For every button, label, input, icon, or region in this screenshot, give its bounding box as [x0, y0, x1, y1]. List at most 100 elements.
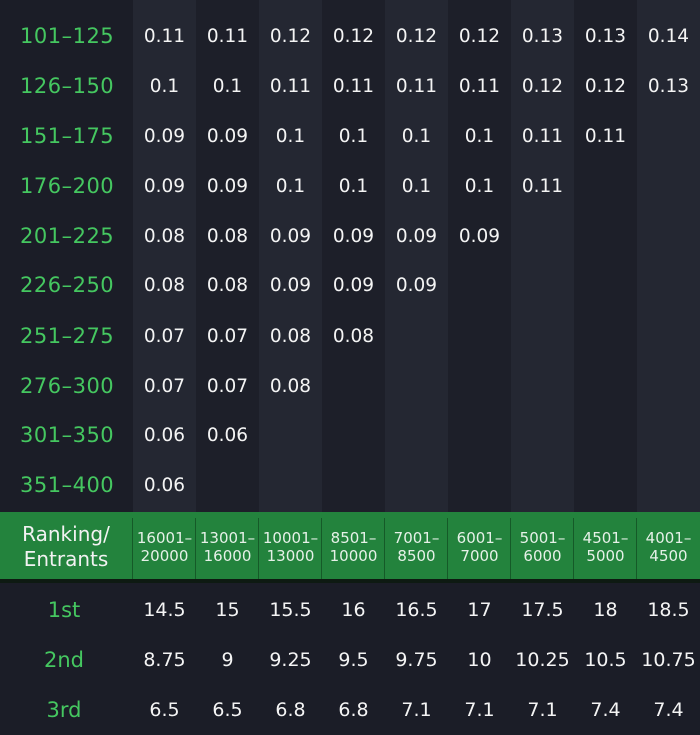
payout-cell [574, 162, 637, 210]
prize-value: 14.5 [143, 599, 186, 621]
payout-cell: 0.14 [647, 25, 690, 47]
place-label: 2nd [43, 648, 84, 672]
payout-cell [385, 312, 448, 360]
payout-cell: 0.11 [395, 75, 438, 97]
rank-range: 101–125 [20, 24, 115, 48]
prize-row: 3rd 6.5 6.5 6.8 6.8 7.1 7.1 7.1 7.4 7.4 [0, 685, 700, 735]
entrants-range-start: 7001– [393, 529, 440, 547]
entrants-range-end: 16000 [203, 547, 252, 565]
payout-cell [448, 461, 511, 509]
payout-cell: 0.09 [206, 125, 249, 147]
payout-cell [637, 461, 700, 509]
header-label-line2: Entrants [23, 547, 109, 571]
prize-value: 7.1 [527, 699, 558, 721]
entrants-range-end: 5000 [586, 547, 625, 565]
payout-cell: 0.11 [584, 125, 627, 147]
ranking-row: 276–300 0.07 0.07 0.08 [0, 362, 700, 410]
rank-range: 251–275 [20, 324, 115, 348]
entrants-range-header: 13001– 16000 [196, 512, 259, 582]
rank-range: 151–175 [20, 124, 115, 148]
prize-value: 10.25 [515, 649, 570, 671]
entrants-range-end: 20000 [140, 547, 189, 565]
rank-range: 301–350 [20, 423, 115, 447]
payout-cell [385, 461, 448, 509]
payout-cell: 0.08 [206, 225, 249, 247]
header-separator [384, 518, 385, 582]
payout-cell: 0.12 [584, 75, 627, 97]
header-bottom-edge [0, 579, 700, 583]
header-separator [258, 518, 259, 582]
payout-cell: 0.09 [143, 175, 186, 197]
entrants-range-header: 4501– 5000 [574, 512, 637, 582]
payout-cell: 0.1 [275, 125, 306, 147]
column-stripe [574, 0, 637, 512]
column-stripe [385, 0, 448, 512]
payout-cell [385, 411, 448, 459]
payout-cell: 0.1 [338, 125, 369, 147]
payout-cell [574, 362, 637, 410]
column-stripes [133, 0, 700, 512]
prize-value: 9.25 [269, 649, 312, 671]
entrants-range-start: 5001– [519, 529, 566, 547]
prize-value: 17 [467, 599, 492, 621]
payout-cell [448, 312, 511, 360]
prize-value: 17.5 [521, 599, 564, 621]
rank-range: 176–200 [20, 174, 115, 198]
prize-value: 15 [215, 599, 240, 621]
entrants-range-start: 4501– [582, 529, 629, 547]
prize-row: 2nd 8.75 9 9.25 9.5 9.75 10 10.25 10.5 10.75 [0, 635, 700, 685]
payout-cell [511, 312, 574, 360]
prize-value: 9.5 [338, 649, 369, 671]
column-stripe [637, 0, 700, 512]
payout-cell [574, 212, 637, 260]
payout-cell: 0.1 [212, 75, 243, 97]
payout-cell: 0.08 [206, 274, 249, 296]
entrants-range-end: 6000 [523, 547, 562, 565]
payout-cell: 0.1 [464, 125, 495, 147]
prize-value: 7.1 [464, 699, 495, 721]
payout-cell: 0.09 [395, 225, 438, 247]
payout-cell [574, 261, 637, 309]
payout-cell [259, 411, 322, 459]
prize-value: 6.5 [149, 699, 180, 721]
header-separator [510, 518, 511, 582]
column-stripe [322, 0, 385, 512]
prize-value: 18.5 [647, 599, 690, 621]
payout-cell: 0.09 [143, 125, 186, 147]
prize-value: 16.5 [395, 599, 438, 621]
payout-cell: 0.11 [206, 25, 249, 47]
payout-cell: 0.07 [143, 325, 186, 347]
payout-cell: 0.09 [269, 225, 312, 247]
payout-cell [637, 162, 700, 210]
payout-cell [322, 362, 385, 410]
prize-value: 9.75 [395, 649, 438, 671]
payout-cell: 0.08 [143, 274, 186, 296]
payout-cell: 0.06 [206, 424, 249, 446]
entrants-range-end: 13000 [266, 547, 315, 565]
ranking-row: 351–400 0.06 [0, 461, 700, 509]
prize-value: 6.5 [212, 699, 243, 721]
header-separator [447, 518, 448, 582]
prize-value: 10.5 [584, 649, 627, 671]
payout-cell [637, 362, 700, 410]
payout-cell: 0.09 [395, 274, 438, 296]
payout-cell [574, 312, 637, 360]
payout-cell: 0.11 [332, 75, 375, 97]
entrants-range-start: 16001– [136, 529, 193, 547]
payout-cell: 0.12 [332, 25, 375, 47]
payout-cell [511, 362, 574, 410]
entrants-range-end: 10000 [329, 547, 378, 565]
entrants-range-start: 6001– [456, 529, 503, 547]
payout-cell: 0.07 [206, 375, 249, 397]
payout-cell: 0.06 [143, 424, 186, 446]
payout-cell: 0.09 [332, 274, 375, 296]
payout-cell: 0.09 [206, 175, 249, 197]
ranking-row: 251–275 0.07 0.07 0.08 0.08 [0, 312, 700, 360]
place-label: 1st [47, 598, 81, 622]
payout-cell: 0.08 [332, 325, 375, 347]
payout-cell [637, 112, 700, 160]
entrants-range-end: 8500 [397, 547, 436, 565]
payout-cell [511, 411, 574, 459]
payout-cell [511, 212, 574, 260]
